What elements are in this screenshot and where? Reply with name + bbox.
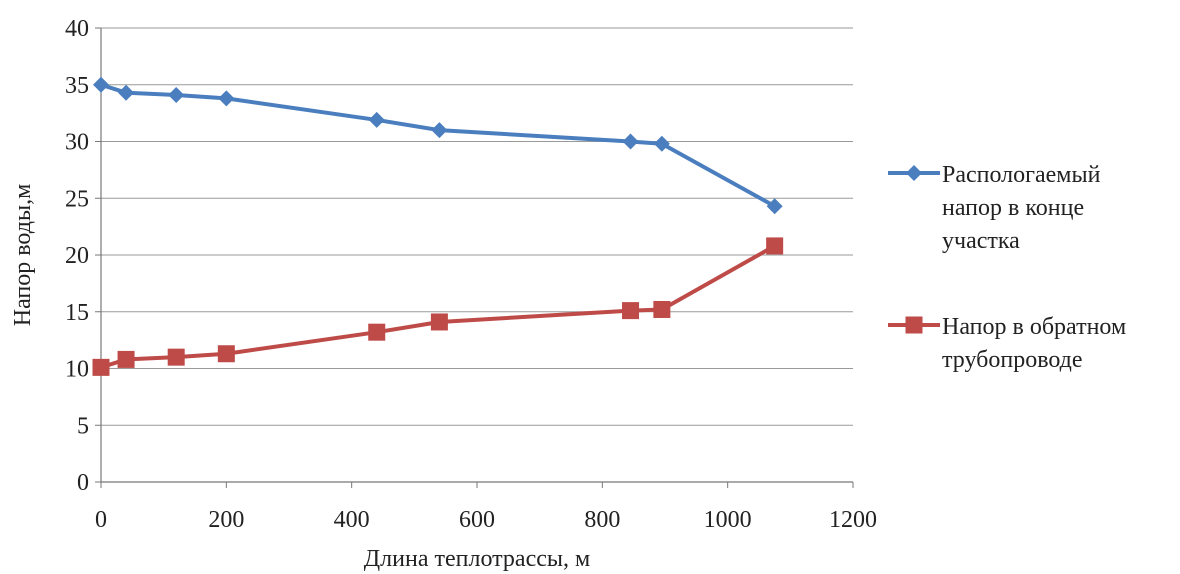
x-tick-label: 800 xyxy=(584,507,620,533)
diamond-marker xyxy=(431,122,448,139)
diamond-marker xyxy=(653,135,670,152)
square-marker xyxy=(167,348,185,366)
square-marker xyxy=(368,323,386,341)
legend-item-1: Распологаемый напор в конце участка xyxy=(888,162,1101,254)
y-tick-label: 40 xyxy=(65,16,89,42)
legend-item-2: Напор в обратном трубопроводе xyxy=(888,314,1126,373)
y-tick-label: 0 xyxy=(77,470,89,496)
diamond-marker xyxy=(118,84,135,101)
x-tick-label: 600 xyxy=(459,507,495,533)
series-layer xyxy=(92,76,784,376)
diamond-marker xyxy=(93,76,109,93)
x-tick-label: 0 xyxy=(95,507,107,533)
axes xyxy=(95,27,854,488)
diamond-marker xyxy=(168,86,185,103)
y-tick-labels: 0 5 10 15 20 25 30 35 40 xyxy=(65,16,89,496)
y-tick-label: 30 xyxy=(65,130,89,156)
square-marker xyxy=(430,313,448,331)
legend: Распологаемый напор в конце участка Напор в… xyxy=(888,162,1126,373)
y-tick-label: 20 xyxy=(65,243,89,269)
legend-label: напор в конце xyxy=(942,195,1084,221)
legend-label: Напор в обратном xyxy=(942,314,1126,340)
y-tick-label: 10 xyxy=(65,357,89,383)
diamond-marker xyxy=(218,90,235,107)
legend-label: Распологаемый xyxy=(942,162,1101,188)
x-tick-label: 400 xyxy=(334,507,370,533)
series-1 xyxy=(93,76,783,215)
legend-label: трубопроводе xyxy=(942,347,1083,373)
square-marker xyxy=(117,350,135,368)
diamond-marker xyxy=(622,133,639,150)
series-2 xyxy=(92,237,784,376)
square-marker xyxy=(653,300,671,318)
square-marker xyxy=(622,302,640,320)
y-tick-label: 15 xyxy=(65,300,89,326)
y-axis-title: Напор воды,м xyxy=(10,184,36,327)
x-tick-label: 200 xyxy=(208,507,244,533)
diamond-marker xyxy=(766,198,783,215)
square-marker xyxy=(905,316,923,334)
gridlines xyxy=(101,27,853,426)
y-tick-label: 25 xyxy=(65,186,89,212)
series-line xyxy=(100,244,776,370)
square-marker xyxy=(217,345,235,363)
diamond-marker xyxy=(906,165,922,181)
legend-label: участка xyxy=(942,228,1020,254)
x-axis-title: Длина теплотрассы, м xyxy=(364,546,590,572)
series-line xyxy=(100,82,776,208)
diamond-marker xyxy=(368,111,385,128)
y-tick-label: 5 xyxy=(77,413,89,439)
y-tick-label: 35 xyxy=(65,73,89,99)
square-marker xyxy=(766,237,784,255)
square-marker xyxy=(92,358,110,376)
x-tick-labels: 0 200 400 600 800 1000 1200 xyxy=(95,507,877,533)
x-tick-label: 1200 xyxy=(829,507,877,533)
x-tick-label: 1000 xyxy=(704,507,752,533)
